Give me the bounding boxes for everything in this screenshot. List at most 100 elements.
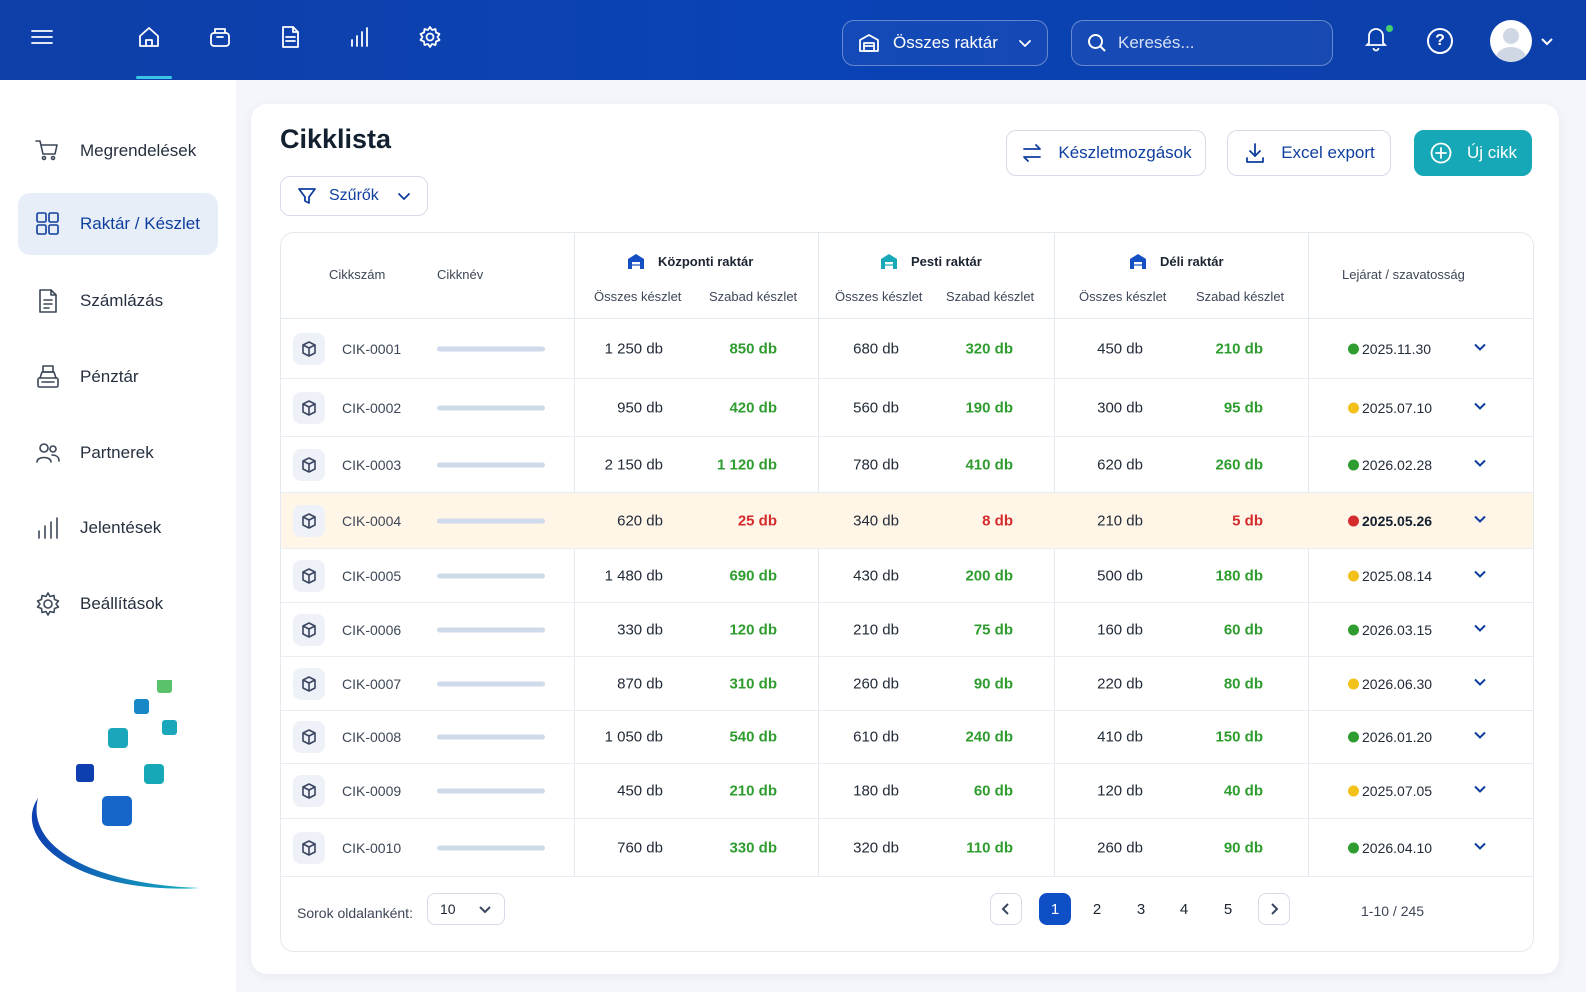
package-icon (293, 559, 325, 592)
expiry-date: 2026.06.30 (1362, 675, 1433, 692)
rows-per-page-select[interactable]: 10 (427, 893, 505, 925)
table-row[interactable]: CIK-0001 1 250 db 850 db 680 db 320 db 450 db… (281, 319, 1533, 379)
item-code[interactable]: CIK-0002 (342, 399, 402, 416)
page-number-button[interactable]: 5 (1223, 900, 1233, 918)
expand-row-button[interactable] (1472, 397, 1488, 418)
item-code[interactable]: CIK-0008 (342, 729, 402, 745)
table-row[interactable]: CIK-0010 760 db 330 db 320 db 110 db 260 db 90… (281, 819, 1533, 877)
central-total: 620 db (617, 512, 663, 529)
expiry-date: 2025.07.05 (1362, 783, 1433, 799)
notification-bell-icon[interactable] (1362, 24, 1390, 57)
sidebar-item[interactable]: Pénztár (18, 346, 218, 408)
table-row[interactable]: CIK-0007 870 db 310 db 260 db 90 db 220 db 80 … (281, 657, 1533, 711)
expand-row-button[interactable] (1472, 781, 1488, 802)
expand-row-button[interactable] (1472, 338, 1488, 359)
expiry-status-dot (1348, 842, 1359, 853)
expand-row-button[interactable] (1472, 837, 1488, 858)
table-row[interactable]: CIK-0003 2 150 db 1 120 db 780 db 410 db 620 … (281, 437, 1533, 493)
col-header-free[interactable]: Szabad készlet (946, 289, 1035, 304)
col-header-name[interactable]: Cikknév (437, 267, 484, 282)
item-name-placeholder (437, 518, 545, 523)
stock-movements-button[interactable]: Készletmozgások (1006, 130, 1206, 176)
bar-chart-icon[interactable] (347, 24, 383, 60)
col-header-free[interactable]: Szabad készlet (1196, 289, 1285, 304)
item-code[interactable]: CIK-0007 (342, 675, 402, 692)
search-box[interactable] (1071, 20, 1333, 66)
document-icon[interactable] (277, 24, 313, 60)
gear-icon[interactable] (417, 24, 453, 60)
gear-icon (36, 592, 60, 616)
sidebar-item[interactable]: Raktár / Készlet (18, 193, 218, 255)
search-input[interactable] (1118, 33, 1308, 53)
table-row[interactable]: CIK-0009 450 db 210 db 180 db 60 db 120 db 40 … (281, 764, 1533, 819)
south-total: 500 db (1097, 567, 1143, 584)
sidebar-item[interactable]: Jelentések (18, 497, 218, 559)
item-code[interactable]: CIK-0005 (342, 567, 402, 584)
sidebar-item[interactable]: Beállítások (18, 573, 218, 635)
brand-logo (31, 680, 200, 889)
central-free: 330 db (729, 839, 777, 856)
col-header-expiry[interactable]: Lejárat / szavatosság (1342, 267, 1465, 282)
item-code[interactable]: CIK-0009 (342, 783, 402, 799)
new-item-button[interactable]: Új cikk (1414, 130, 1532, 176)
sidebar-item[interactable]: Megrendelések (18, 120, 218, 182)
expiry-status-dot (1348, 343, 1359, 354)
table-row[interactable]: CIK-0008 1 050 db 540 db 610 db 240 db 410 db… (281, 711, 1533, 764)
expand-row-button[interactable] (1472, 565, 1488, 586)
col-header-total[interactable]: Összes készlet (835, 289, 923, 304)
home-icon[interactable] (136, 24, 172, 60)
central-total: 450 db (617, 782, 663, 800)
sidebar-item[interactable]: Számlázás (18, 270, 218, 332)
filter-button[interactable]: Szűrők (280, 176, 428, 216)
item-code[interactable]: CIK-0006 (342, 621, 402, 638)
table-row[interactable]: CIK-0006 330 db 120 db 210 db 75 db 160 db 60 … (281, 603, 1533, 657)
item-code[interactable]: CIK-0004 (342, 512, 402, 529)
pest-total: 780 db (853, 456, 899, 473)
sidebar-item-label: Számlázás (80, 291, 164, 310)
col-header-total[interactable]: Összes készlet (594, 289, 682, 304)
sidebar-item[interactable]: Partnerek (18, 422, 218, 484)
package-icon (293, 613, 325, 646)
expand-row-button[interactable] (1472, 454, 1488, 475)
expiry-status-dot (1348, 570, 1359, 581)
item-code[interactable]: CIK-0003 (342, 456, 402, 473)
col-header-total[interactable]: Összes készlet (1079, 289, 1167, 304)
menu-icon[interactable] (29, 24, 65, 60)
expand-row-button[interactable] (1472, 673, 1488, 694)
expand-row-button[interactable] (1472, 727, 1488, 748)
excel-export-button[interactable]: Excel export (1227, 130, 1391, 176)
active-nav-indicator (136, 76, 172, 79)
south-free: 210 db (1215, 340, 1263, 357)
page-number-button[interactable]: 1 (1039, 893, 1071, 925)
south-free: 80 db (1223, 675, 1263, 692)
chevron-down-icon[interactable] (1540, 34, 1554, 53)
table-row[interactable]: CIK-0005 1 480 db 690 db 430 db 200 db 500 db… (281, 549, 1533, 603)
expand-row-button[interactable] (1472, 619, 1488, 640)
item-code[interactable]: CIK-0010 (342, 839, 402, 856)
warehouse-header-label: Központi raktár (658, 253, 754, 269)
warehouse-select[interactable]: Összes raktár (842, 20, 1048, 66)
chevron-right-icon (1271, 903, 1279, 915)
avatar[interactable] (1490, 20, 1532, 62)
col-header-code[interactable]: Cikkszám (329, 267, 386, 282)
expiry-date: 2026.01.20 (1362, 729, 1433, 745)
central-free: 210 db (729, 782, 777, 800)
central-total: 760 db (617, 839, 663, 856)
pest-free: 90 db (973, 675, 1013, 692)
table-row[interactable]: CIK-0002 950 db 420 db 560 db 190 db 300 db 95… (281, 379, 1533, 437)
item-name-placeholder (437, 788, 545, 794)
page-number-button[interactable]: 3 (1136, 900, 1146, 918)
next-page-button[interactable] (1258, 893, 1290, 925)
page-number-button[interactable]: 4 (1179, 900, 1189, 918)
cart-icon (35, 140, 58, 161)
help-icon[interactable]: ? (1427, 28, 1453, 54)
col-header-free[interactable]: Szabad készlet (709, 289, 798, 304)
south-total: 220 db (1097, 675, 1143, 692)
item-code[interactable]: CIK-0001 (342, 340, 402, 357)
page-number-button[interactable]: 2 (1092, 900, 1102, 918)
prev-page-button[interactable] (990, 893, 1022, 925)
pest-free: 240 db (965, 728, 1013, 746)
table-row[interactable]: CIK-0004 620 db 25 db 340 db 8 db 210 db 5 db 2… (281, 493, 1533, 549)
inventory-box-icon[interactable] (207, 24, 243, 60)
expand-row-button[interactable] (1472, 510, 1488, 531)
